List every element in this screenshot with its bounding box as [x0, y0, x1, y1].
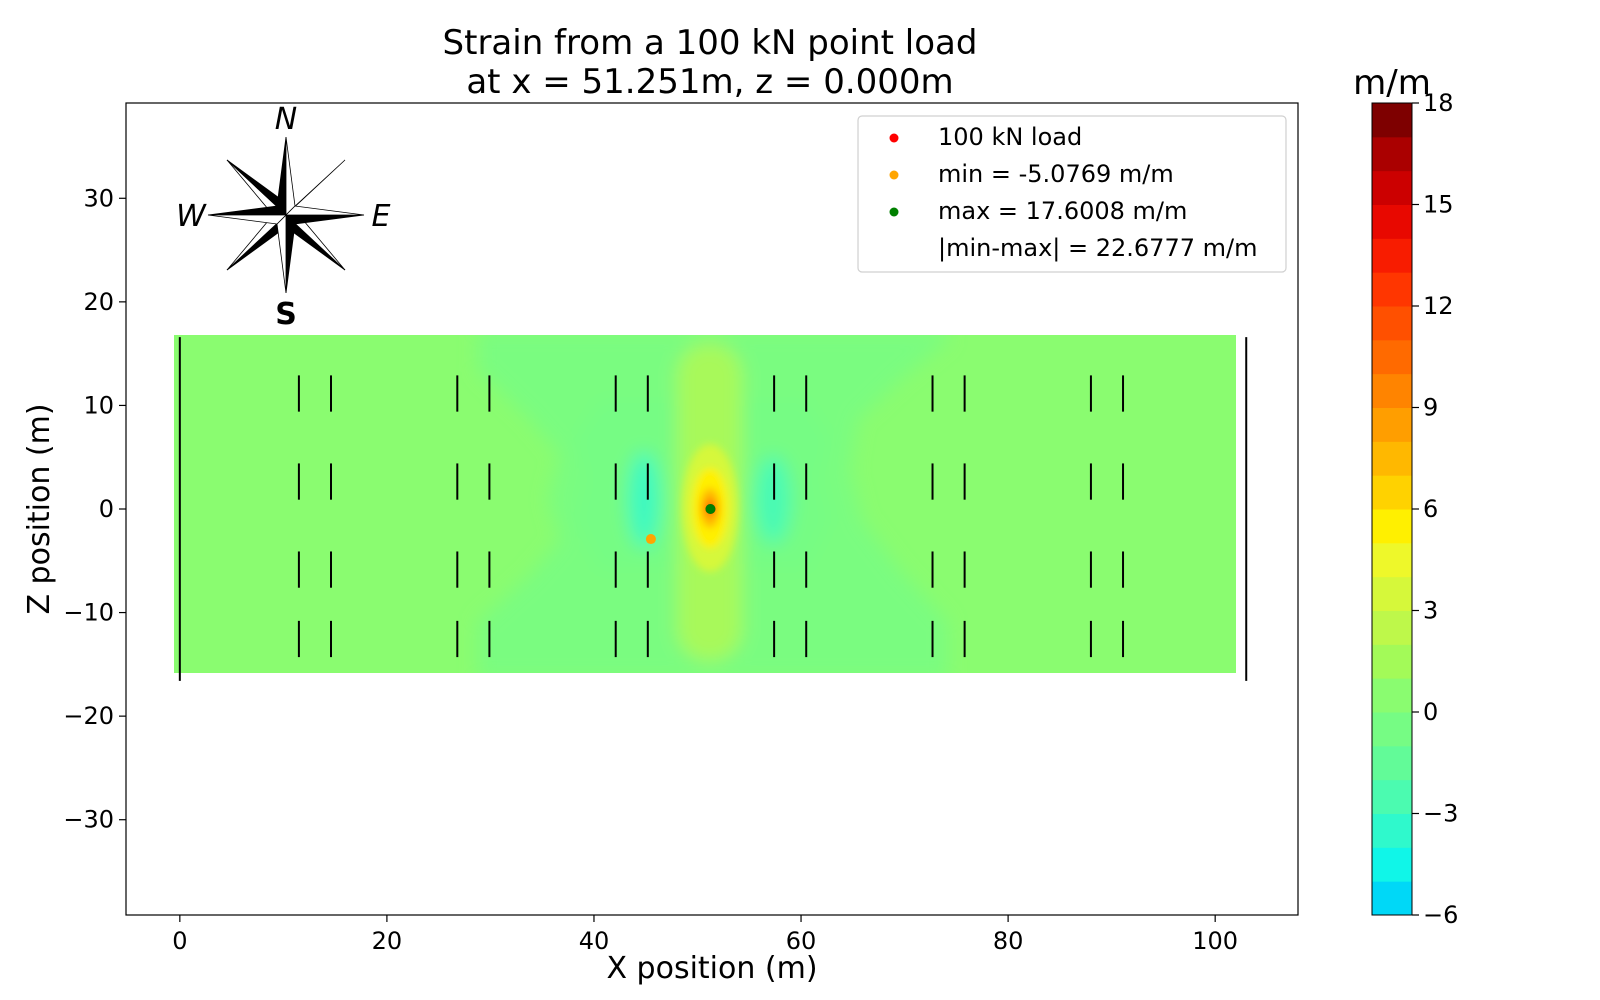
- colorbar-level: [1372, 170, 1412, 205]
- colorbar-level: [1372, 441, 1412, 476]
- colorbar-level: [1372, 103, 1412, 138]
- compass-n-point-dark: [276, 136, 287, 216]
- y-axis-ticks: 30 20 10 0 −10 −20 −30: [63, 184, 126, 834]
- colorbar-tick-label: 0: [1423, 698, 1438, 726]
- colorbar-level: [1372, 610, 1412, 645]
- legend-marker-max: [889, 207, 899, 217]
- colorbar-level: [1372, 272, 1412, 307]
- compass-rose: N S E W: [176, 102, 390, 332]
- colorbar-level: [1372, 712, 1412, 747]
- colorbar-level: [1372, 373, 1412, 408]
- compass-w-point-light: [207, 214, 287, 225]
- compass-s-point-light: [276, 214, 287, 294]
- x-tick-label: 0: [172, 927, 187, 955]
- y-tick-label: −30: [63, 806, 114, 834]
- x-tick-label: 60: [786, 927, 817, 955]
- colorbar-level: [1372, 542, 1412, 578]
- min-point-marker: [645, 534, 656, 545]
- compass-west-label: W: [176, 199, 207, 234]
- compass-w-point-dark: [207, 205, 287, 216]
- x-axis-ticks: 0 20 40 60 80 100: [172, 915, 1238, 955]
- max-point-marker: [705, 504, 716, 514]
- colorbar-level: [1372, 644, 1412, 679]
- colorbar-level: [1372, 407, 1412, 442]
- x-tick-label: 80: [993, 927, 1024, 955]
- x-tick-label: 40: [579, 927, 610, 955]
- colorbar-tick-label: 3: [1423, 597, 1438, 625]
- legend-label-range: |min-max| = 22.6777 m/m: [938, 234, 1257, 262]
- colorbar-level: [1372, 136, 1412, 172]
- y-tick-label: 0: [99, 495, 114, 523]
- x-tick-label: 100: [1192, 927, 1238, 955]
- legend-label-min: min = -5.0769 m/m: [938, 160, 1174, 188]
- colorbar-level: [1372, 881, 1412, 916]
- legend-marker-load: [889, 133, 899, 143]
- colorbar-level: [1372, 779, 1412, 814]
- compass-s-point-dark: [285, 214, 296, 294]
- compass-n-point-light: [285, 136, 296, 216]
- legend-marker-min: [889, 170, 899, 180]
- markers: [645, 504, 716, 545]
- colorbar-ticks: 18 15 12 9 6 3 0 −3 −6: [1412, 89, 1458, 929]
- colorbar-level: [1372, 678, 1412, 713]
- compass-cardinal-points: [207, 136, 365, 294]
- colorbar-tick-label: 6: [1423, 495, 1438, 523]
- colorbar-level: [1372, 475, 1412, 510]
- colorbar-tick-label: −6: [1423, 901, 1458, 929]
- legend-box: [857, 115, 1287, 273]
- chart-title-line2: at x = 51.251m, z = 0.000m: [466, 62, 953, 102]
- x-tick-label: 20: [372, 927, 403, 955]
- colorbar-level: [1372, 339, 1412, 375]
- y-tick-label: 20: [83, 288, 114, 316]
- legend-label-load: 100 kN load: [938, 123, 1082, 151]
- colorbar: [1372, 103, 1412, 916]
- compass-e-point-dark: [285, 214, 365, 225]
- colorbar-tick-label: 18: [1423, 89, 1454, 117]
- colorbar-tick-label: −3: [1423, 800, 1458, 828]
- colorbar-level: [1372, 813, 1412, 848]
- strain-field: [174, 335, 1236, 673]
- x-axis-label: X position (m): [606, 951, 817, 986]
- colorbar-level: [1372, 847, 1412, 882]
- y-tick-label: 30: [83, 184, 114, 212]
- compass-east-label: E: [372, 199, 391, 234]
- compass-south-label: S: [275, 297, 297, 332]
- colorbar-level: [1372, 306, 1412, 341]
- colorbar-level: [1372, 576, 1412, 611]
- y-tick-label: −20: [63, 702, 114, 730]
- neg-lobe-left: [628, 452, 660, 548]
- colorbar-label: m/m: [1353, 63, 1431, 103]
- neg-lobe-right: [755, 456, 791, 544]
- colorbar-level: [1372, 745, 1412, 781]
- y-tick-label: −10: [63, 599, 114, 627]
- colorbar-tick-label: 9: [1423, 394, 1438, 422]
- colorbar-level: [1372, 509, 1412, 544]
- colorbar-level: [1372, 238, 1412, 273]
- compass-e-point-light: [285, 205, 365, 216]
- colorbar-tick-label: 12: [1423, 292, 1454, 320]
- compass-north-label: N: [275, 102, 297, 137]
- y-axis-label: Z position (m): [22, 403, 57, 614]
- sleepers: [178, 337, 1248, 681]
- colorbar-tick-label: 15: [1423, 191, 1454, 219]
- colorbar-level: [1372, 204, 1412, 239]
- chart-title-line1: Strain from a 100 kN point load: [443, 23, 978, 63]
- legend-label-max: max = 17.6008 m/m: [938, 197, 1187, 225]
- legend: 100 kN load min = -5.0769 m/m max = 17.6…: [857, 115, 1287, 273]
- y-tick-label: 10: [83, 391, 114, 419]
